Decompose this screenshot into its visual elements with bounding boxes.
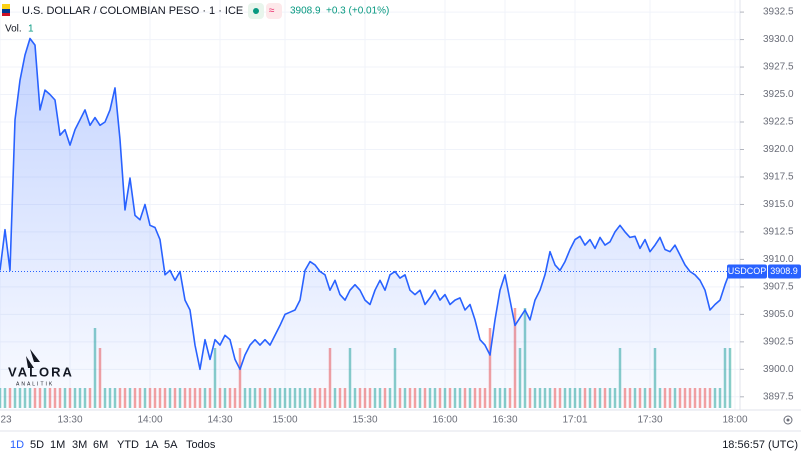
range-button[interactable]: YTD: [117, 439, 139, 451]
axes: 3897.5 3900.0 3902.5 3905.0 3907.5 3910.0 3912…: [0, 7, 801, 426]
y-tick-label: 3912.5: [763, 227, 794, 238]
price-line: [0, 37, 731, 371]
x-tick-label: 14:00: [137, 415, 162, 426]
settings-icon-center: [786, 418, 790, 422]
price-layer: [0, 37, 740, 410]
status-dot: [253, 8, 259, 14]
x-tick-label: 15:30: [352, 415, 377, 426]
range-button[interactable]: 3M: [72, 439, 87, 451]
y-tick-label: 3900.0: [763, 364, 794, 375]
y-tick-label: 3922.5: [763, 117, 794, 128]
y-tick-label: 3920.0: [763, 144, 794, 155]
area-fill: [0, 38, 730, 410]
y-tick-label: 3932.5: [763, 7, 794, 18]
range-button[interactable]: 1A: [145, 439, 159, 451]
watermark-logo: [26, 349, 40, 368]
y-tick-label: 3907.5: [763, 282, 794, 293]
y-tick-label: 3902.5: [763, 336, 794, 347]
chart-title: U.S. DOLLAR / COLOMBIAN PESO · 1 · ICE: [22, 5, 243, 17]
watermark-name: VALORA: [8, 364, 74, 379]
x-tick-label: 17:30: [637, 415, 662, 426]
range-toolbar: 1D 5D 1M 3M 6M YTD 1A 5A Todos: [10, 439, 216, 451]
range-button[interactable]: 5D: [30, 439, 44, 451]
x-tick-label: 15:00: [272, 415, 297, 426]
y-tick-label: 3915.0: [763, 199, 794, 210]
header-change: +0.3 (+0.01%): [326, 6, 389, 17]
range-button[interactable]: Todos: [186, 439, 216, 451]
settings-icon[interactable]: [783, 415, 793, 425]
volume-label: Vol.: [5, 24, 22, 35]
range-button[interactable]: 5A: [164, 439, 178, 451]
price-tag: [768, 264, 801, 279]
range-button[interactable]: 1D: [10, 439, 24, 451]
y-tick-label: 3925.0: [763, 89, 794, 100]
x-tick-label: 16:00: [432, 415, 457, 426]
y-tick-label: 3930.0: [763, 34, 794, 45]
symbol-tag: [727, 264, 767, 279]
volume-last: 1: [28, 24, 34, 35]
y-tick-label: 3897.5: [763, 391, 794, 402]
y-tick-label: 3905.0: [763, 309, 794, 320]
y-tick-label: 3910.0: [763, 254, 794, 265]
x-tick-label: 14:30: [207, 415, 232, 426]
price-tag-label: 3908.9: [770, 266, 798, 276]
clock: 18:56:57 (UTC): [722, 439, 798, 451]
flag-icon: [2, 9, 10, 13]
watermark-sub: ANALITIK: [16, 381, 54, 387]
delay-badge[interactable]: [266, 3, 282, 19]
delay-icon: ≈: [269, 6, 275, 17]
y-tick-label: 3917.5: [763, 172, 794, 183]
flag-icon: [2, 13, 10, 16]
range-button[interactable]: 6M: [93, 439, 108, 451]
x-tick-label: 13:30: [57, 415, 82, 426]
header-price: 3908.9: [290, 6, 321, 17]
x-tick-label: 23: [0, 415, 12, 426]
range-button[interactable]: 1M: [50, 439, 65, 451]
y-tick-label: 3927.5: [763, 62, 794, 73]
x-tick-label: 17:01: [562, 415, 587, 426]
x-tick-label: 16:30: [492, 415, 517, 426]
flag-icon: [2, 4, 10, 9]
symbol-tag-label: USDCOP: [728, 266, 767, 276]
x-tick-label: 18:00: [722, 415, 747, 426]
